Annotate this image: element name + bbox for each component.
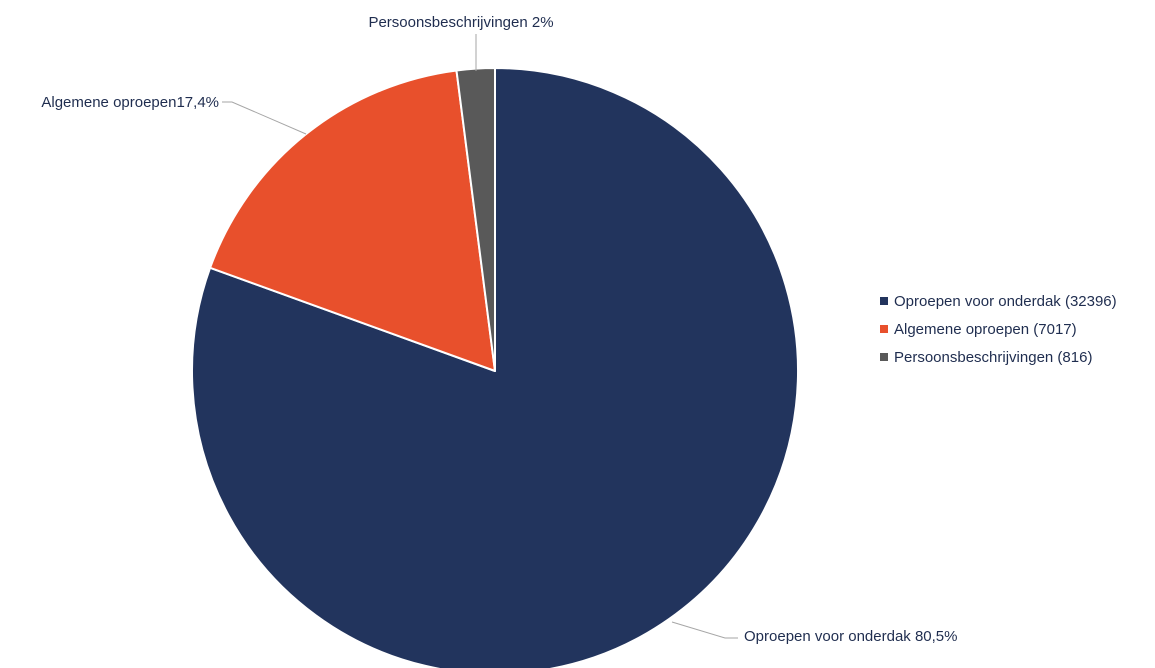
legend-swatch-persoonsbeschrijvingen xyxy=(880,353,888,361)
leader-lines xyxy=(222,34,738,639)
legend-item-oproepen-voor-onderdak: Oproepen voor onderdak (32396) xyxy=(880,287,1152,315)
slice-label-algemene-oproepen: Algemene oproepen17,4% xyxy=(41,94,219,111)
legend-label-algemene-oproepen: Algemene oproepen (7017) xyxy=(894,320,1077,338)
pie-slice-algemene-oproepen xyxy=(209,69,496,372)
slice-label-oproepen-voor-onderdak: Oproepen voor onderdak 80,5% xyxy=(744,628,957,645)
legend-label-persoonsbeschrijvingen: Persoonsbeschrijvingen (816) xyxy=(894,348,1093,366)
slice-label-persoonsbeschrijvingen: Persoonsbeschrijvingen 2% xyxy=(368,14,553,31)
legend: Oproepen voor onderdak (32396) Algemene … xyxy=(880,287,1152,371)
leader-line-algemene-oproepen xyxy=(222,101,307,135)
pie-slices xyxy=(191,67,799,668)
legend-item-persoonsbeschrijvingen: Persoonsbeschrijvingen (816) xyxy=(880,343,1152,371)
legend-label-oproepen-voor-onderdak: Oproepen voor onderdak (32396) xyxy=(894,292,1117,310)
legend-item-algemene-oproepen: Algemene oproepen (7017) xyxy=(880,315,1152,343)
legend-swatch-algemene-oproepen xyxy=(880,325,888,333)
leader-line-oproepen-voor-onderdak xyxy=(671,621,738,639)
slice-labels: Oproepen voor onderdak 80,5% Algemene op… xyxy=(41,14,957,645)
legend-swatch-oproepen-voor-onderdak xyxy=(880,297,888,305)
